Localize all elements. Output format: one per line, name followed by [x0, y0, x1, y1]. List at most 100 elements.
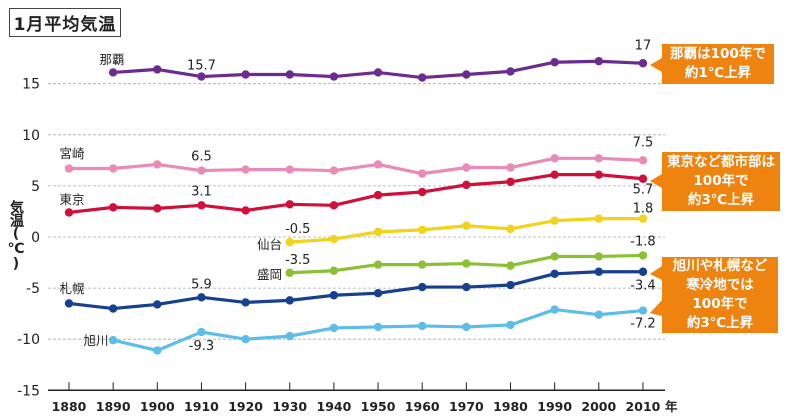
x-tick-label: 1980	[493, 399, 528, 414]
data-point	[241, 206, 250, 215]
data-point	[241, 298, 250, 307]
callout-line: 100年で	[693, 173, 749, 189]
data-point	[594, 214, 603, 223]
callout-line: 旭川や札幌など	[672, 258, 768, 274]
data-point	[285, 331, 294, 341]
data-point	[594, 267, 603, 276]
x-tick-label: 1900	[140, 399, 175, 414]
data-point	[550, 269, 559, 278]
callout-pointer	[650, 300, 662, 316]
data-label: -3.4	[630, 279, 655, 294]
callout-pointer	[650, 174, 662, 188]
series-name-label: 那覇	[99, 52, 124, 67]
data-point	[594, 252, 603, 261]
data-point	[197, 327, 206, 337]
data-point	[285, 296, 294, 305]
data-point	[197, 201, 206, 210]
data-point	[285, 268, 294, 277]
data-point	[550, 216, 559, 225]
data-point	[550, 58, 559, 67]
series-name-label: 札幌	[59, 281, 85, 296]
data-point	[329, 323, 339, 333]
data-point	[462, 259, 471, 268]
x-tick-label: 2010	[626, 399, 661, 414]
callout-pointer	[650, 266, 662, 280]
data-point	[285, 237, 294, 247]
data-point	[329, 291, 339, 300]
data-point	[329, 201, 339, 210]
data-point	[373, 190, 383, 200]
data-point	[418, 187, 427, 197]
data-point	[550, 305, 559, 314]
data-label: -3.5	[285, 253, 310, 268]
x-tick-label: 1930	[272, 399, 307, 414]
data-label: 7.5	[633, 135, 654, 150]
data-point	[506, 224, 515, 234]
data-point	[197, 293, 206, 302]
callout-cold: 旭川や札幌など 寒冷地では 100年で 約3℃上昇	[662, 257, 778, 333]
data-point	[153, 346, 162, 355]
y-tick-label: 0	[31, 230, 40, 246]
data-label: -7.2	[630, 317, 655, 332]
x-tick-label: 2000	[581, 399, 616, 414]
data-label: 6.5	[191, 150, 212, 165]
data-point	[462, 282, 471, 292]
data-point	[638, 251, 648, 260]
data-point	[64, 299, 74, 308]
data-label: -9.3	[189, 339, 214, 354]
series-4: 盛岡-3.5 -1.8	[257, 234, 656, 282]
data-point	[506, 163, 515, 172]
x-tick-label: 1890	[96, 399, 131, 414]
series-line	[68, 173, 644, 215]
data-point	[550, 154, 559, 163]
data-point	[153, 65, 162, 74]
data-point	[285, 200, 294, 209]
data-point	[153, 160, 162, 169]
x-tick-label: 1950	[361, 399, 396, 414]
series-name-label: 宮崎	[59, 146, 85, 161]
data-point	[108, 164, 118, 173]
series-name-label: 仙台	[257, 237, 282, 252]
callout-line: 寒冷地では	[686, 277, 754, 293]
data-point	[108, 336, 118, 345]
callout-line: 100年で	[692, 296, 748, 312]
series-line	[69, 156, 644, 176]
data-point	[638, 306, 648, 315]
data-point	[108, 68, 118, 77]
callout-line: 約3℃上昇	[686, 315, 754, 331]
data-point	[418, 282, 427, 292]
data-point	[373, 260, 383, 269]
data-point	[373, 160, 383, 169]
data-point	[550, 170, 559, 179]
data-point	[638, 174, 648, 183]
x-tick-label: 1880	[52, 399, 87, 414]
data-point	[241, 335, 250, 344]
x-tick-label: 1940	[317, 399, 352, 414]
data-point	[462, 221, 471, 230]
data-point	[506, 67, 515, 76]
data-label: -0.5	[285, 222, 310, 237]
data-point	[506, 320, 515, 330]
x-tick-label: 1920	[228, 399, 263, 414]
data-point	[285, 165, 294, 174]
data-point	[462, 70, 471, 79]
data-point	[64, 164, 74, 173]
y-tick-label: 5	[31, 179, 40, 195]
x-tick-label: 1960	[405, 399, 440, 414]
data-point	[638, 267, 648, 276]
y-tick-label: 10	[22, 128, 40, 144]
data-point	[506, 177, 515, 187]
data-point	[373, 227, 383, 237]
y-tick-label: -10	[17, 332, 40, 348]
series-name-label: 盛岡	[257, 267, 282, 282]
series-2: 東京 3.1 5.7	[59, 170, 654, 217]
data-point	[418, 225, 427, 235]
series-1: 宮崎 6.5 7.5	[59, 135, 654, 178]
data-label: 1.8	[633, 202, 654, 217]
callout-line: 那覇は100年で	[670, 46, 766, 62]
data-point	[462, 163, 471, 172]
data-label: 5.7	[633, 183, 654, 198]
series-0: 那覇 15.7 17	[99, 38, 651, 82]
data-point	[638, 156, 648, 165]
